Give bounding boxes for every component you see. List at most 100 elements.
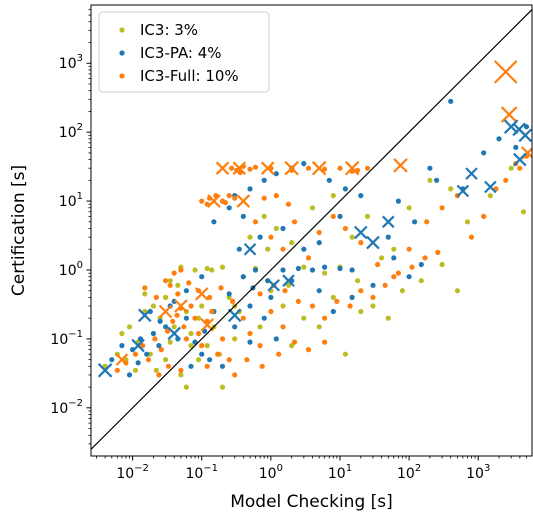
x-axis-title: Model Checking [s] [230, 492, 393, 512]
data-point [375, 261, 381, 268]
data-point [199, 303, 205, 309]
data-point [326, 177, 332, 183]
data-point [153, 294, 159, 300]
data-point [257, 291, 263, 297]
data-point [309, 205, 316, 211]
data-point [204, 363, 210, 369]
data-point [273, 336, 279, 342]
data-point [330, 213, 336, 219]
large-x-marker [500, 106, 518, 123]
data-point [247, 303, 253, 309]
data-point [152, 336, 158, 342]
data-point [252, 219, 259, 225]
data-point [215, 351, 221, 357]
marker-stroke [200, 318, 214, 332]
data-point [175, 282, 181, 288]
data-point [265, 246, 271, 252]
legend: IC3: 3% IC3-PA: 4% IC3-Full: 10% [98, 11, 270, 93]
data-point [370, 303, 376, 309]
data-point [370, 294, 376, 300]
data-point [140, 343, 146, 349]
data-point [301, 315, 307, 321]
data-point [196, 315, 202, 321]
data-point [150, 303, 156, 309]
data-point [342, 351, 348, 357]
data-point [199, 343, 205, 349]
data-point [487, 193, 493, 199]
tick-base: 10 [50, 401, 68, 417]
large-x-marker [382, 215, 395, 229]
data-point [236, 246, 242, 252]
large-x-marker [393, 158, 408, 173]
marker-stroke [260, 161, 275, 175]
data-point [207, 294, 213, 300]
data-point [171, 324, 177, 330]
marker-stroke [227, 308, 242, 323]
data-point [226, 291, 232, 297]
large-x-marker [174, 299, 188, 313]
data-point [418, 278, 424, 284]
x-tick-label: 10−1 [185, 463, 218, 482]
data-point [427, 177, 433, 183]
y-tick-label: 10−1 [50, 329, 83, 348]
data-point [157, 318, 163, 324]
tick-exponent: 0 [77, 260, 83, 271]
tick-exponent: 2 [77, 122, 83, 133]
large-x-marker [518, 128, 532, 143]
data-point [330, 193, 336, 199]
data-point [247, 330, 253, 337]
data-point [448, 98, 454, 104]
large-x-marker [115, 353, 129, 366]
data-point [330, 308, 336, 315]
data-point [145, 357, 152, 363]
data-point [406, 274, 412, 280]
data-point [301, 161, 307, 167]
data-point [309, 267, 316, 273]
data-point [330, 294, 336, 300]
data-point [219, 363, 226, 369]
marker-stroke [465, 167, 478, 180]
data-point [285, 282, 292, 288]
data-point [126, 324, 133, 330]
tick-base: 10 [116, 466, 134, 482]
data-point [517, 165, 523, 171]
data-point [252, 267, 259, 273]
data-point [171, 270, 177, 276]
data-point [448, 186, 454, 192]
data-point [322, 264, 328, 270]
data-point [163, 324, 169, 330]
data-point [247, 234, 253, 240]
large-x-marker [158, 304, 173, 319]
data-point [291, 339, 298, 345]
marker-stroke [215, 161, 230, 175]
data-point [196, 357, 202, 363]
y-tick-label: 100 [59, 260, 83, 279]
marker-stroke [354, 225, 368, 240]
data-point [379, 255, 385, 261]
data-point [114, 367, 120, 373]
marker-stroke [518, 128, 532, 143]
data-point [150, 330, 156, 337]
legend-label: IC3-Full: 10% [140, 67, 239, 85]
data-point [291, 219, 298, 225]
data-point [301, 264, 307, 270]
large-x-marker [493, 60, 518, 84]
data-point [280, 225, 286, 232]
data-point [349, 234, 355, 240]
marker-stroke [167, 326, 182, 341]
data-point [523, 124, 530, 130]
data-point [273, 171, 279, 177]
data-point [142, 285, 148, 291]
marker-stroke [267, 279, 280, 292]
data-point [316, 288, 322, 294]
data-point [481, 150, 487, 156]
data-point [192, 315, 198, 321]
diagonal-line [91, 8, 532, 451]
data-point [391, 255, 397, 261]
data-point [229, 165, 235, 171]
marker-stroke [284, 160, 299, 176]
data-point [207, 357, 213, 363]
data-point [257, 343, 263, 349]
data-point [226, 193, 232, 199]
marker-stroke [512, 122, 526, 137]
